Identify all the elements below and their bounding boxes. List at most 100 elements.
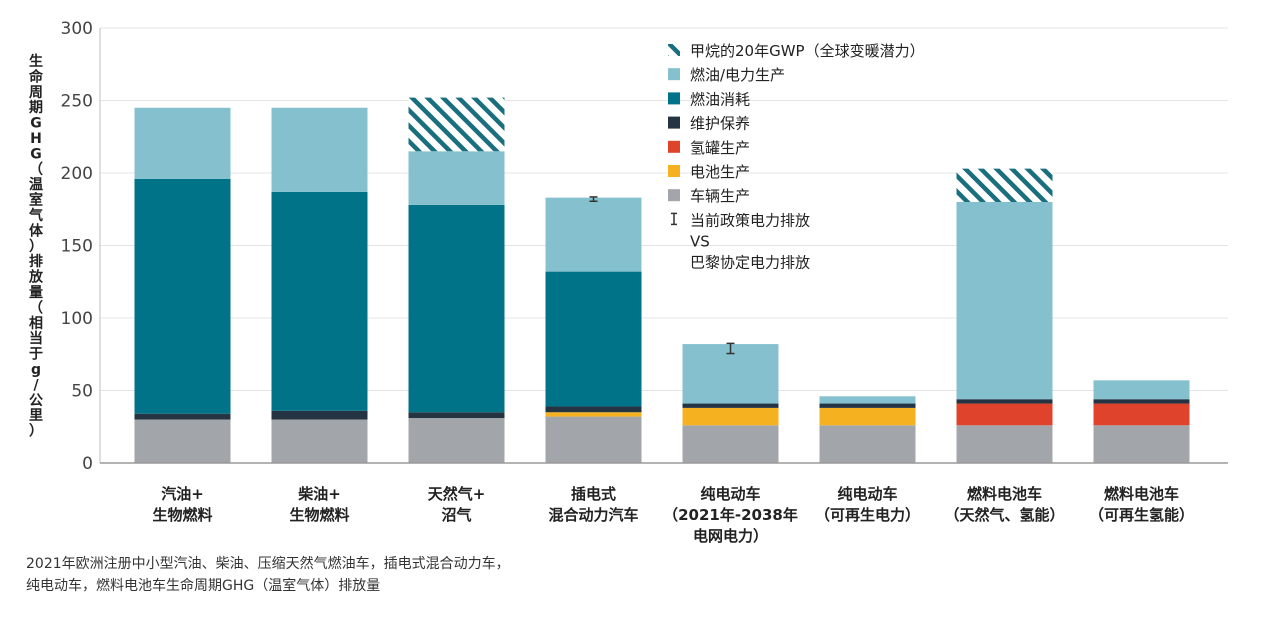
legend-label: 甲烷的20年GWP（全球变暖潜力）: [690, 42, 925, 60]
y-axis-title-glyph: H: [30, 131, 42, 147]
x-category-label: 纯电动车: [700, 485, 760, 503]
bar-segment: [819, 407, 916, 426]
y-axis-title-glyph: 当: [29, 330, 43, 347]
y-axis-title-glyph: 放: [28, 269, 44, 286]
legend-label: 氢罐生产: [690, 139, 750, 157]
caption-line-1: 2021年欧洲注册中小型汽油、柴油、压缩天然气燃油车，插电式混合动力车，: [26, 556, 510, 572]
x-category-label: 纯电动车: [837, 485, 897, 503]
legend-label: 车辆生产: [690, 187, 750, 205]
bar-segment: [545, 416, 642, 463]
y-axis-title-glyph: G: [30, 146, 42, 162]
y-axis-title-glyph: 期: [29, 100, 43, 116]
bar-segment: [408, 204, 505, 413]
grid: [100, 27, 1228, 391]
x-category-label: 生物燃料: [289, 506, 349, 524]
y-axis-title-glyph: 温: [29, 177, 43, 193]
bar-segment: [1093, 399, 1190, 404]
x-category-label: 燃料电池车: [1104, 485, 1179, 503]
y-axis-title-glyph: 公: [29, 393, 43, 409]
x-category-label: 插电式: [571, 485, 616, 503]
x-category-label: 天然气+: [428, 485, 486, 503]
x-category-label: （可再生电力）: [815, 506, 920, 524]
bar-segment: [408, 418, 505, 463]
legend-label: 燃油消耗: [690, 90, 750, 108]
legend-swatch: [668, 44, 680, 56]
bar-segment: [271, 107, 368, 192]
y-axis-title-glyph: 排: [29, 253, 43, 270]
legend-label: 巴黎协定电力排放: [690, 253, 810, 271]
bar-segment: [134, 107, 231, 179]
y-tick-label: 150: [61, 237, 93, 257]
x-category-label: 混合动力汽车: [548, 506, 638, 524]
bar-segment: [1093, 380, 1190, 400]
x-category-label: 沼气: [441, 506, 471, 524]
caption-line-2: 纯电动车，燃料电池车生命周期GHG（温室气体）排放量: [26, 578, 381, 594]
y-axis-title-glyph: 周: [29, 85, 43, 101]
y-axis-title-glyph: /: [33, 377, 39, 393]
bar-segment: [1093, 403, 1190, 426]
bars: [134, 97, 1190, 463]
y-axis-title-glyph: （: [29, 162, 43, 178]
legend-label: VS: [690, 232, 710, 250]
bar-segment: [545, 271, 642, 407]
y-tick-label: 50: [71, 382, 93, 402]
legend-swatch: [668, 189, 680, 202]
bar-segment: [408, 151, 505, 205]
legend-swatch: [668, 116, 680, 129]
bar-segment: [134, 419, 231, 463]
legend-swatch: [668, 140, 680, 153]
y-axis-title-glyph: 体: [29, 222, 44, 239]
caption: 2021年欧洲注册中小型汽油、柴油、压缩天然气燃油车，插电式混合动力车， 纯电动…: [26, 553, 510, 597]
bar-segment: [271, 410, 368, 420]
y-axis-title-glyph: G: [30, 116, 42, 132]
y-axis-title-glyph: 相: [29, 315, 43, 332]
bar-segment: [682, 425, 779, 463]
legend-swatch: [668, 92, 680, 105]
x-category-label: 燃料电池车: [967, 485, 1042, 503]
x-category-label: 生物燃料: [152, 506, 212, 524]
axes: 0 50 100 150 200 250 300 汽油+ 生物燃料 柴油+ 生物燃料 天然气+ 沼气 插电…: [61, 19, 1228, 545]
bar-segment: [134, 178, 231, 414]
bar-segment: [819, 425, 916, 463]
y-tick-label: 300: [61, 19, 93, 39]
bar-segment: [956, 403, 1053, 426]
bar-segment: [545, 412, 642, 417]
y-axis-title-glyph: 气: [28, 207, 43, 224]
y-axis-title-glyph: g: [31, 362, 41, 378]
y-axis-title-glyph: ）: [29, 239, 43, 255]
bar-segment: [545, 406, 642, 413]
bar-segment: [134, 413, 231, 420]
x-category-label: 电网电力）: [693, 527, 768, 545]
legend: 甲烷的20年GWP（全球变暖潜力） 燃油/电力生产燃油消耗维护保养氢罐生产电池生产…: [668, 42, 925, 271]
x-category-label: （天然气、氢能）: [944, 506, 1064, 524]
bar-segment: [819, 403, 916, 408]
bar-segment: [271, 419, 368, 463]
bar-segment: [682, 407, 779, 426]
y-axis-title-glyph: 于: [29, 347, 43, 363]
bar-segment: [682, 403, 779, 408]
x-category-label: （2021年-2038年: [663, 506, 798, 524]
bar-segment: [956, 399, 1053, 404]
x-category-label: （可再生氢能）: [1089, 506, 1194, 524]
y-axis-title-glyph: 量: [29, 285, 43, 301]
bar-segment: [545, 197, 642, 272]
x-category-label: 汽油+: [161, 485, 204, 503]
y-axis-title-glyph: （: [29, 300, 43, 316]
y-tick-label: 0: [82, 454, 93, 474]
bar-segment: [408, 97, 505, 152]
bar-segment: [1093, 425, 1190, 463]
bar-segment: [408, 412, 505, 419]
legend-swatch: [668, 68, 680, 81]
y-axis-title: 生命周期 G H G （温室气体）排放量（相当于 g/公里）: [28, 53, 44, 440]
bar-segment: [819, 396, 916, 404]
bar-segment: [956, 425, 1053, 463]
bar-segment: [956, 168, 1053, 202]
bar-segment: [271, 191, 368, 411]
legend-label: 电池生产: [690, 163, 750, 181]
y-tick-label: 200: [61, 164, 93, 184]
y-axis-title-glyph: 命: [28, 68, 44, 85]
y-tick-label: 250: [61, 92, 93, 112]
x-category-label: 柴油+: [297, 485, 341, 503]
y-axis-title-glyph: 里: [29, 408, 43, 424]
